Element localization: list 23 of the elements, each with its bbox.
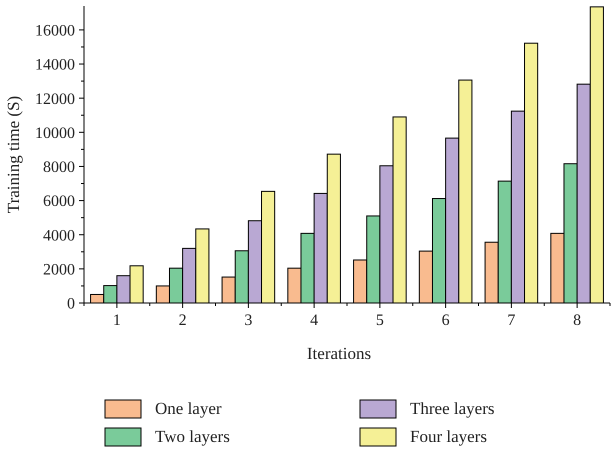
y-tick-label: 2000	[43, 261, 75, 278]
x-tick-label: 3	[244, 312, 252, 329]
y-tick-label: 16000	[35, 22, 75, 40]
y-axis-title: Training time (S)	[4, 96, 23, 214]
y-tick-label: 4000	[43, 227, 75, 244]
legend-label: Three layers	[410, 399, 494, 418]
x-tick-label: 7	[507, 312, 516, 329]
y-tick-label: 10000	[35, 124, 75, 142]
x-tick-label: 5	[376, 312, 384, 329]
y-tick-label: 0	[67, 296, 75, 313]
x-tick-label: 6	[442, 312, 450, 329]
legend-label: One layer	[155, 399, 222, 418]
y-tick-label: 8000	[43, 159, 75, 176]
x-tick-label: 1	[112, 312, 121, 329]
y-tick-label: 12000	[35, 90, 75, 108]
x-tick-label: 2	[178, 312, 187, 329]
x-tick-label: 4	[310, 312, 318, 329]
y-tick-label: 14000	[35, 56, 75, 74]
y-tick-label: 6000	[43, 193, 75, 210]
legend-label: Four layers	[410, 427, 487, 446]
x-tick-label: 8	[573, 312, 582, 329]
legend-label: Two layers	[155, 427, 230, 446]
x-axis-title: Iterations	[306, 344, 372, 363]
